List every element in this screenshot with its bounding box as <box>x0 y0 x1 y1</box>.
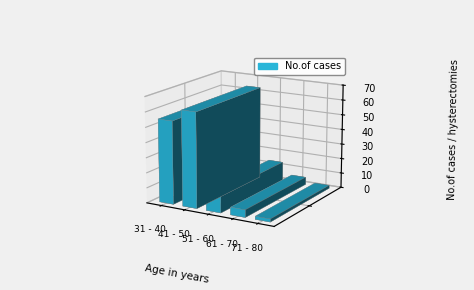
Legend: No.of cases: No.of cases <box>254 57 345 75</box>
X-axis label: Age in years: Age in years <box>144 263 210 285</box>
